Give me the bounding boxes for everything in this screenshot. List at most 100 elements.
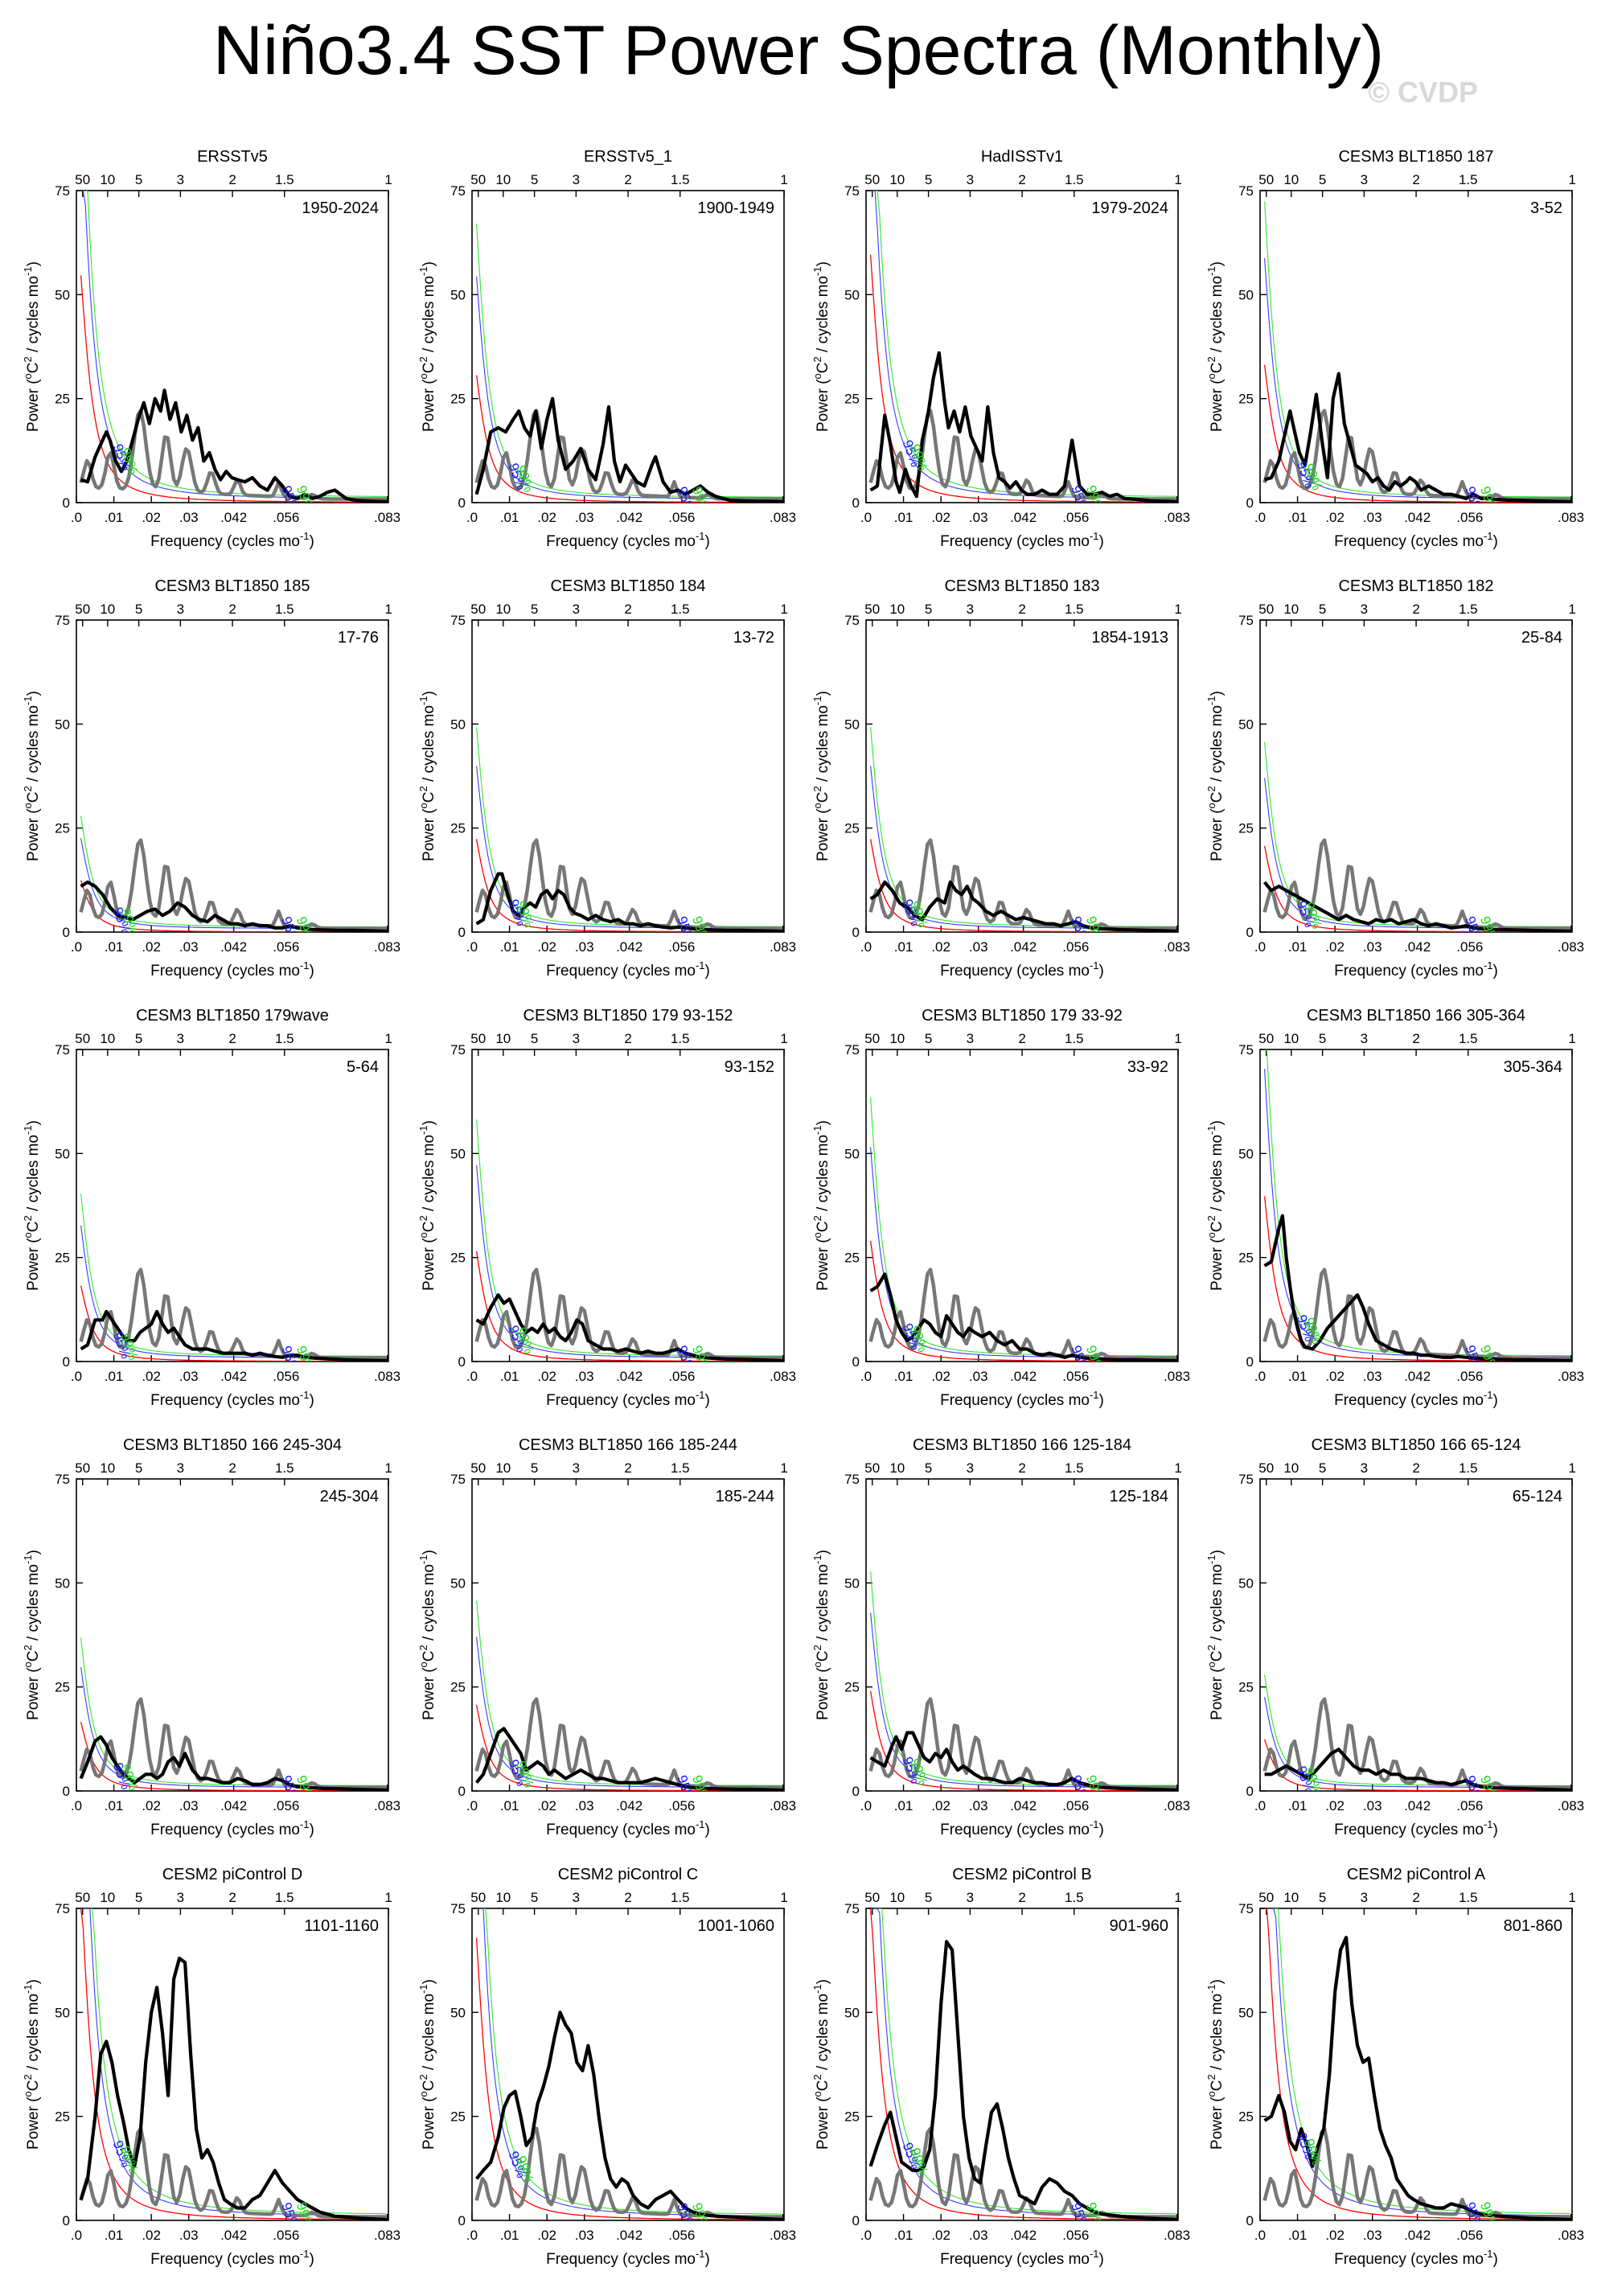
x-tick-label: .042 — [616, 1369, 642, 1384]
top-tick-label: 1 — [1174, 172, 1181, 187]
x-axis-label: Frequency (cycles mo-1) — [546, 2248, 710, 2268]
red-noise-curve — [475, 1937, 782, 2220]
x-tick-label: .01 — [105, 939, 124, 955]
period-label: 901-960 — [1110, 1917, 1168, 1935]
x-tick-label: .03 — [969, 1369, 988, 1384]
top-tick-label: 50 — [470, 172, 486, 187]
top-tick-label: 10 — [100, 602, 115, 617]
x-tick-label: .083 — [1558, 939, 1584, 955]
y-tick-label: 25 — [844, 392, 860, 407]
y-tick-label: 75 — [844, 1472, 860, 1487]
x-tick-label: .02 — [931, 2228, 950, 2243]
top-tick-label: 3 — [967, 172, 974, 187]
x-tick-label: .056 — [1062, 510, 1089, 525]
top-tick-label: 50 — [1258, 1031, 1274, 1046]
top-tick-label: 3 — [1361, 172, 1368, 187]
top-tick-label: 1 — [780, 1031, 787, 1046]
x-tick-label: .042 — [616, 2228, 642, 2243]
x-tick-label: .03 — [969, 510, 988, 525]
x-tick-label: .0 — [466, 510, 478, 525]
spectrum-panel: CESM2 piControl D .0 .01 .02 .03 .042 .056 .083… — [22, 1866, 400, 2268]
conf95-curve — [1264, 1069, 1570, 1358]
top-tick-label: 1 — [780, 602, 787, 617]
top-tick-label: 10 — [1283, 172, 1299, 187]
x-tick-label: .03 — [969, 939, 988, 955]
top-tick-label: 2 — [1412, 1031, 1419, 1046]
y-axis-label: Power (oC2 / cycles mo-1) — [22, 691, 42, 861]
x-tick-label: .042 — [220, 1798, 247, 1813]
x-tick-label: .02 — [142, 1798, 161, 1813]
reference-spectrum-line — [79, 409, 387, 501]
top-tick-label: 3 — [1361, 1890, 1368, 1905]
x-tick-label: .083 — [1164, 1798, 1190, 1813]
y-tick-label: 25 — [1238, 392, 1254, 407]
top-tick-label: 5 — [925, 1890, 932, 1905]
x-tick-label: .02 — [931, 1369, 950, 1384]
top-tick-label: 1 — [1174, 1890, 1181, 1905]
plot-frame — [76, 1908, 389, 2221]
x-axis-label: Frequency (cycles mo-1) — [150, 1818, 314, 1838]
x-axis-label: Frequency (cycles mo-1) — [150, 530, 314, 550]
conf99-curve — [476, 1119, 782, 1357]
spectrum-line — [475, 1293, 783, 1362]
x-tick-label: .01 — [1288, 510, 1308, 525]
top-tick-label: 3 — [573, 1031, 580, 1046]
top-tick-label: 5 — [135, 1460, 142, 1476]
conf99-curve — [476, 224, 782, 498]
top-tick-label: 5 — [531, 1460, 538, 1476]
top-tick-label: 5 — [925, 172, 932, 187]
x-tick-label: .042 — [1010, 1798, 1037, 1813]
top-tick-label: 1.5 — [275, 1460, 294, 1476]
conf99-curve — [1264, 1049, 1570, 1357]
x-tick-label: .056 — [1456, 1798, 1483, 1813]
x-tick-label: .0 — [466, 1369, 478, 1384]
x-tick-label: .056 — [668, 2228, 695, 2243]
conf99-curve — [1264, 741, 1570, 927]
x-tick-label: .056 — [1456, 2228, 1483, 2243]
top-tick-label: 1 — [1568, 1890, 1575, 1905]
x-axis-label: Frequency (cycles mo-1) — [150, 2248, 314, 2268]
period-label: 25-84 — [1521, 629, 1562, 647]
top-tick-label: 10 — [100, 172, 115, 187]
period-label: 801-860 — [1504, 1917, 1562, 1935]
period-label: 245-304 — [320, 1488, 379, 1505]
y-tick-label: 25 — [844, 1680, 860, 1695]
plot-frame — [76, 619, 389, 933]
x-tick-label: .083 — [374, 1369, 400, 1384]
top-tick-label: 1 — [1568, 602, 1575, 617]
top-tick-label: 1 — [384, 1031, 392, 1046]
y-tick-label: 75 — [1238, 1472, 1254, 1487]
top-tick-label: 10 — [1283, 1031, 1299, 1046]
x-tick-label: .083 — [1558, 2228, 1584, 2243]
x-tick-label: .01 — [500, 1798, 519, 1813]
x-axis-label: Frequency (cycles mo-1) — [150, 959, 314, 980]
y-tick-label: 0 — [852, 1354, 860, 1370]
top-tick-label: 50 — [75, 1460, 90, 1476]
y-tick-label: 0 — [458, 495, 466, 511]
top-tick-label: 5 — [531, 1890, 538, 1905]
red-noise-curve — [869, 254, 1176, 503]
y-tick-label: 0 — [63, 925, 70, 940]
period-label: 1950-2024 — [302, 199, 379, 217]
x-tick-label: .083 — [770, 1798, 796, 1813]
spectrum-panel: CESM3 BLT1850 179wave .0 .01 .02 .03 .042 .056… — [22, 1007, 400, 1409]
y-tick-label: 0 — [1246, 495, 1254, 511]
conf95-curve — [1264, 1908, 1570, 2216]
x-tick-label: .042 — [220, 939, 247, 955]
x-tick-label: .02 — [537, 2228, 556, 2243]
x-tick-label: .083 — [770, 510, 796, 525]
top-tick-label: 10 — [1283, 1460, 1299, 1476]
x-tick-label: .042 — [1010, 939, 1037, 955]
top-tick-label: 50 — [1258, 1460, 1274, 1476]
x-axis-label: Frequency (cycles mo-1) — [940, 530, 1104, 550]
top-tick-label: 3 — [177, 602, 184, 617]
top-tick-label: 5 — [1319, 172, 1326, 187]
top-tick-label: 10 — [495, 1460, 511, 1476]
x-tick-label: .01 — [1288, 939, 1308, 955]
y-tick-label: 25 — [1238, 821, 1254, 836]
plot-frame — [76, 1478, 389, 1792]
plot-frame — [1259, 1478, 1573, 1792]
top-tick-label: 1.5 — [671, 1890, 690, 1905]
y-tick-label: 25 — [450, 821, 466, 836]
